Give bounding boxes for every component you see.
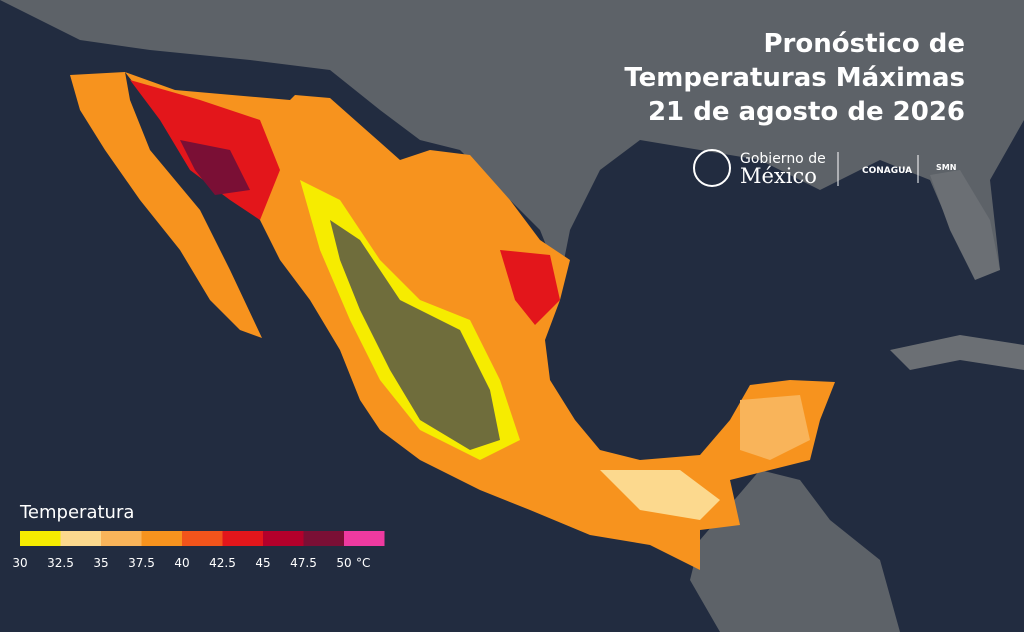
- legend-swatch: [344, 531, 385, 546]
- cuba: [890, 335, 1024, 370]
- legend-tick-label: 32.5: [47, 556, 74, 570]
- legend-tick-label: 45: [255, 556, 270, 570]
- legend-tick-label: 30: [12, 556, 27, 570]
- central-america: [690, 470, 900, 632]
- title-line: Temperaturas Máximas: [624, 63, 965, 93]
- legend-swatch: [141, 531, 182, 546]
- legend-swatch: [60, 531, 101, 546]
- legend-swatch: [182, 531, 223, 546]
- legend-tick-label: 50: [336, 556, 351, 570]
- logo-text: CONAGUA: [862, 166, 912, 176]
- emblem: [693, 149, 731, 187]
- logo-text: Gobierno de: [740, 151, 826, 167]
- title-line: 21 de agosto de 2026: [648, 97, 965, 127]
- hottest-zone: [180, 140, 250, 195]
- legend-tick-label: 40: [174, 556, 189, 570]
- land-north: [0, 0, 1024, 280]
- mexico-mainland: [125, 72, 835, 570]
- baja-california: [70, 72, 262, 338]
- legend: Temperatura 30 32.5 35 37.5 40 42.5 45 47.5 50 °C: [12, 502, 385, 570]
- legend-tick-label: 37.5: [128, 556, 155, 570]
- hot-zone-tamaulipas: [500, 250, 560, 325]
- title-line: Pronóstico de: [764, 29, 966, 59]
- legend-tick-label: 47.5: [290, 556, 317, 570]
- legend-tick-label: 35: [93, 556, 108, 570]
- logo-text: México: [740, 164, 817, 188]
- legend-unit: °C: [356, 556, 370, 570]
- legend-tick-label: 42.5: [209, 556, 236, 570]
- legend-swatch: [263, 531, 304, 546]
- florida: [930, 170, 1000, 280]
- mild-zone-south: [600, 470, 720, 520]
- logo-text: SMN: [936, 163, 956, 172]
- legend-swatch: [20, 531, 61, 546]
- legend-swatch: [303, 531, 344, 546]
- legend-swatch: [101, 531, 142, 546]
- yucatan-zone: [740, 395, 810, 460]
- highlands: [330, 220, 500, 450]
- legend-swatch: [222, 531, 263, 546]
- legend-title: Temperatura: [19, 502, 134, 523]
